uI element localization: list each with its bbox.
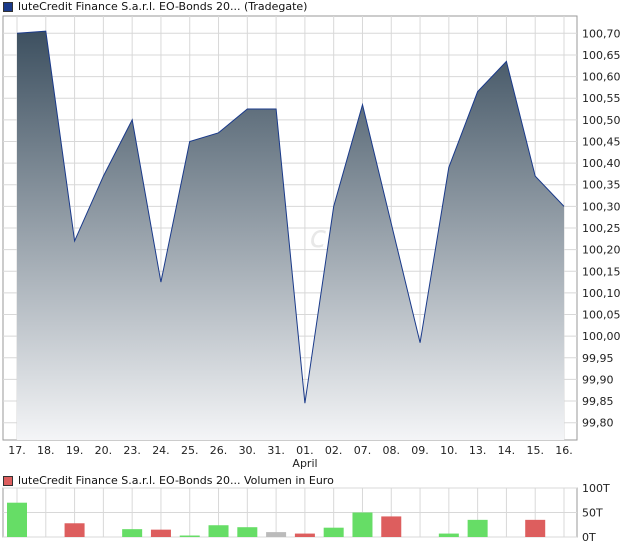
x-tick-label: 16. bbox=[555, 444, 573, 457]
price-legend-label: luteCredit Finance S.a.r.l. EO-Bonds 20.… bbox=[18, 0, 308, 13]
price-y-tick-label: 100,50 bbox=[582, 114, 620, 127]
x-axis-labels: 17. 18. 19. 20. 23. 24. 25. 26. 30. 31. 01. 02. 07. 0… bbox=[8, 444, 573, 457]
price-y-tick-label: 100,15 bbox=[582, 265, 620, 278]
volume-legend: luteCredit Finance S.a.r.l. EO-Bonds 20.… bbox=[3, 474, 334, 487]
x-tick-label: 14. bbox=[498, 444, 516, 457]
price-y-tick-label: 99,90 bbox=[582, 373, 614, 386]
x-tick-label: 08. bbox=[383, 444, 401, 457]
price-y-tick-label: 99,80 bbox=[582, 417, 614, 430]
x-tick-label: 15. bbox=[526, 444, 544, 457]
x-tick-label: 20. bbox=[95, 444, 113, 457]
volume-bar bbox=[179, 535, 200, 537]
volume-bar bbox=[381, 516, 402, 537]
price-y-tick-label: 100,20 bbox=[582, 244, 620, 257]
volume-y-axis-labels: 100T 50T 0T bbox=[582, 482, 610, 544]
x-tick-label: 18. bbox=[37, 444, 55, 457]
price-area bbox=[17, 31, 564, 440]
volume-y-tick-label: 50T bbox=[582, 507, 603, 520]
price-y-tick-label: 99,95 bbox=[582, 352, 614, 365]
volume-bar bbox=[294, 533, 315, 537]
volume-bar bbox=[7, 502, 27, 537]
watermark-logo: c bbox=[310, 220, 327, 255]
x-tick-label: 02. bbox=[325, 444, 343, 457]
volume-y-tick-label: 100T bbox=[582, 482, 610, 495]
x-tick-label: 07. bbox=[354, 444, 372, 457]
x-tick-label: 23. bbox=[123, 444, 141, 457]
volume-bar bbox=[467, 519, 488, 537]
x-tick-label: 25. bbox=[181, 444, 199, 457]
volume-bar bbox=[525, 519, 546, 537]
price-y-tick-label: 100,65 bbox=[582, 49, 620, 62]
price-y-tick-label: 100,35 bbox=[582, 179, 620, 192]
x-tick-label: 17. bbox=[8, 444, 26, 457]
price-legend: luteCredit Finance S.a.r.l. EO-Bonds 20.… bbox=[3, 0, 307, 13]
price-y-tick-label: 100,25 bbox=[582, 222, 620, 235]
x-tick-label: 24. bbox=[152, 444, 170, 457]
price-y-tick-label: 100,10 bbox=[582, 287, 620, 300]
volume-bars bbox=[7, 502, 546, 537]
volume-legend-swatch bbox=[3, 475, 13, 486]
x-tick-label: 30. bbox=[239, 444, 257, 457]
price-y-tick-label: 99,85 bbox=[582, 395, 614, 408]
volume-y-tick-label: 0T bbox=[582, 531, 596, 544]
volume-legend-label: luteCredit Finance S.a.r.l. EO-Bonds 20.… bbox=[18, 474, 334, 487]
volume-bar bbox=[237, 527, 258, 537]
volume-bar bbox=[266, 532, 287, 537]
price-y-tick-label: 100,70 bbox=[582, 27, 620, 40]
price-y-tick-label: 100,40 bbox=[582, 157, 620, 170]
volume-grid bbox=[3, 487, 577, 538]
price-y-axis-labels: 100,70 100,65 100,60 100,55 100,50 100,45 100,… bbox=[582, 27, 620, 429]
price-y-tick-label: 100,05 bbox=[582, 309, 620, 322]
price-y-tick-label: 100,00 bbox=[582, 330, 620, 343]
x-tick-label: 13. bbox=[469, 444, 487, 457]
price-y-tick-label: 100,30 bbox=[582, 200, 620, 213]
x-tick-label: 26. bbox=[210, 444, 228, 457]
price-legend-swatch bbox=[3, 1, 13, 12]
volume-bar bbox=[150, 529, 171, 537]
volume-bar bbox=[122, 529, 143, 537]
price-y-tick-label: 100,60 bbox=[582, 71, 620, 84]
volume-bar bbox=[352, 512, 373, 537]
price-line bbox=[16, 30, 565, 404]
x-tick-label: 31. bbox=[267, 444, 285, 457]
price-y-tick-label: 100,55 bbox=[582, 92, 620, 105]
volume-bar bbox=[438, 533, 459, 537]
volume-bar bbox=[323, 527, 344, 537]
volume-bar bbox=[64, 523, 85, 537]
price-y-tick-label: 100,45 bbox=[582, 135, 620, 148]
volume-bar bbox=[208, 525, 229, 537]
x-tick-label: 01. bbox=[296, 444, 314, 457]
x-tick-label: 10. bbox=[440, 444, 458, 457]
x-tick-label: 19. bbox=[66, 444, 84, 457]
x-tick-label: 09. bbox=[411, 444, 429, 457]
x-month-label: April bbox=[292, 457, 317, 470]
